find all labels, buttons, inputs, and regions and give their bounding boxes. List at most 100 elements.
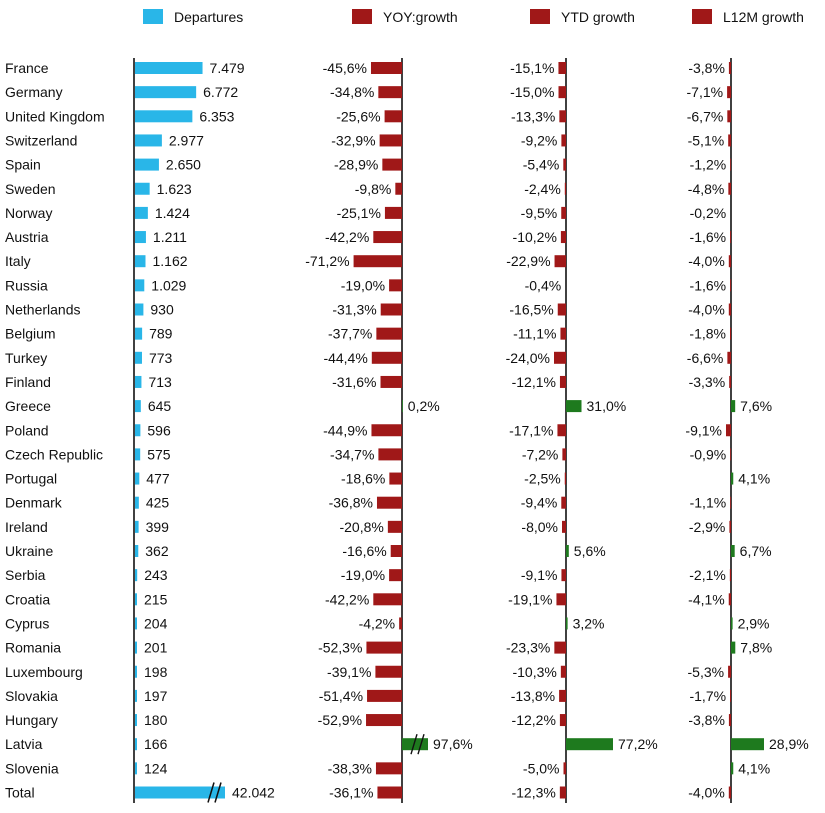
value-label-yoy-growth-norway: -25,1% bbox=[337, 205, 381, 221]
bar-l12m-growth-latvia bbox=[731, 738, 764, 751]
value-label-departures-poland: 596 bbox=[147, 422, 171, 438]
bar-l12m-growth-russia bbox=[730, 279, 731, 292]
bar-departures-switzerland bbox=[135, 134, 162, 147]
axis-break-yoy-growth-a bbox=[410, 733, 418, 755]
value-label-yoy-growth-poland: -44,9% bbox=[323, 422, 367, 438]
bar-yoy-growth-austria bbox=[373, 231, 402, 244]
bar-ytd-growth-germany bbox=[558, 86, 566, 99]
bar-ytd-growth-ukraine bbox=[566, 545, 569, 557]
value-label-l12m-growth-spain: -1,2% bbox=[690, 157, 727, 173]
axes bbox=[133, 58, 732, 803]
value-label-yoy-growth-finland: -31,6% bbox=[332, 374, 376, 390]
value-label-l12m-growth-latvia: 28,9% bbox=[769, 736, 809, 752]
bar-yoy-growth-czech-republic bbox=[378, 448, 402, 461]
value-label-ytd-growth-turkey: -24,0% bbox=[506, 350, 550, 366]
value-label-l12m-growth-serbia: -2,1% bbox=[689, 567, 726, 583]
value-label-yoy-growth-latvia: 97,6% bbox=[433, 736, 473, 752]
value-label-l12m-growth-belgium: -1,8% bbox=[689, 326, 726, 342]
value-label-yoy-growth-belgium: -37,7% bbox=[328, 326, 372, 342]
bar-l12m-growth-serbia bbox=[729, 569, 731, 582]
bar-yoy-growth-croatia bbox=[373, 593, 402, 606]
value-label-yoy-growth-denmark: -36,8% bbox=[329, 495, 373, 511]
value-label-departures-austria: 1.211 bbox=[153, 229, 187, 245]
bar-departures-austria bbox=[135, 231, 146, 244]
bar-l12m-growth-luxembourg bbox=[728, 665, 731, 678]
value-label-departures-france: 7.479 bbox=[210, 60, 245, 76]
value-label-ytd-growth-total: -12,3% bbox=[511, 785, 555, 801]
bar-l12m-growth-total bbox=[728, 786, 731, 799]
bar-yoy-growth-total bbox=[377, 786, 402, 799]
value-label-yoy-growth-italy: -71,2% bbox=[305, 253, 349, 269]
category-label-austria: Austria bbox=[5, 229, 49, 245]
bar-departures-croatia bbox=[135, 593, 137, 606]
value-label-l12m-growth-cyprus: 2,9% bbox=[738, 615, 770, 631]
bar-departures-united-kingdom bbox=[135, 110, 193, 123]
bar-yoy-growth-ireland bbox=[387, 520, 402, 533]
bar-departures-ukraine bbox=[135, 545, 139, 557]
legend: Departures YOY:growth YTD growth L12M growt… bbox=[143, 9, 804, 25]
bar-yoy-growth-netherlands bbox=[380, 303, 402, 316]
category-label-total: Total bbox=[5, 785, 35, 801]
value-label-yoy-growth-portugal: -18,6% bbox=[341, 471, 385, 487]
bar-yoy-growth-germany bbox=[378, 86, 402, 99]
value-label-yoy-growth-russia: -19,0% bbox=[341, 277, 385, 293]
bar-departures-norway bbox=[135, 206, 148, 219]
bar-yoy-growth-sweden bbox=[395, 182, 402, 195]
bar-departures-slovakia bbox=[135, 689, 137, 702]
category-label-cyprus: Cyprus bbox=[5, 615, 49, 631]
value-label-departures-norway: 1.424 bbox=[155, 205, 190, 221]
bar-yoy-growth-turkey bbox=[371, 351, 402, 364]
bar-ytd-growth-croatia bbox=[556, 593, 566, 606]
value-label-l12m-growth-ukraine: 6,7% bbox=[740, 543, 772, 559]
bar-l12m-growth-cyprus bbox=[731, 617, 733, 630]
bar-yoy-growth-united-kingdom bbox=[384, 110, 402, 123]
value-label-ytd-growth-netherlands: -16,5% bbox=[509, 302, 553, 318]
bar-departures-germany bbox=[135, 86, 197, 99]
bar-departures-latvia bbox=[135, 738, 137, 751]
bar-yoy-growth-spain bbox=[382, 158, 402, 171]
bar-ytd-growth-hungary bbox=[559, 714, 566, 727]
value-label-yoy-growth-ukraine: -16,6% bbox=[342, 543, 386, 559]
value-label-l12m-growth-denmark: -1,1% bbox=[690, 495, 727, 511]
bar-departures-romania bbox=[135, 641, 137, 654]
value-label-ytd-growth-switzerland: -9,2% bbox=[521, 132, 558, 148]
value-label-ytd-growth-romania: -23,3% bbox=[506, 640, 550, 656]
bar-ytd-growth-portugal bbox=[564, 472, 566, 485]
value-label-departures-switzerland: 2.977 bbox=[169, 132, 204, 148]
value-label-l12m-growth-germany: -7,1% bbox=[687, 84, 724, 100]
category-label-france: France bbox=[5, 60, 49, 76]
bar-l12m-growth-romania bbox=[731, 641, 736, 654]
category-label-denmark: Denmark bbox=[5, 495, 63, 511]
value-label-l12m-growth-united-kingdom: -6,7% bbox=[687, 108, 724, 124]
value-label-l12m-growth-slovakia: -1,7% bbox=[689, 688, 726, 704]
value-label-l12m-growth-france: -3,8% bbox=[688, 60, 725, 76]
category-label-czech-republic: Czech Republic bbox=[5, 446, 103, 462]
bar-departures-czech-republic bbox=[135, 448, 141, 461]
value-label-departures-ireland: 399 bbox=[146, 519, 170, 535]
bar-yoy-growth-slovenia bbox=[375, 762, 402, 775]
legend-label-ytd-growth: YTD growth bbox=[561, 9, 635, 25]
bar-l12m-growth-poland bbox=[725, 424, 731, 437]
value-label-ytd-growth-norway: -9,5% bbox=[521, 205, 558, 221]
value-label-departures-russia: 1.029 bbox=[151, 277, 186, 293]
bar-yoy-growth-finland bbox=[380, 375, 402, 388]
bar-departures-hungary bbox=[135, 714, 137, 727]
bar-departures-greece bbox=[135, 400, 141, 413]
value-label-ytd-growth-germany: -15,0% bbox=[510, 84, 554, 100]
bar-l12m-growth-ireland bbox=[729, 520, 731, 533]
value-label-l12m-growth-italy: -4,0% bbox=[688, 253, 725, 269]
value-label-yoy-growth-hungary: -52,9% bbox=[318, 712, 362, 728]
value-label-yoy-growth-croatia: -42,2% bbox=[325, 591, 369, 607]
bar-l12m-growth-czech-republic bbox=[730, 448, 731, 461]
bar-yoy-growth-norway bbox=[384, 206, 402, 219]
value-label-yoy-growth-serbia: -19,0% bbox=[341, 567, 385, 583]
bar-ytd-growth-latvia bbox=[566, 738, 613, 751]
bar-ytd-growth-slovakia bbox=[559, 689, 566, 702]
value-label-departures-czech-republic: 575 bbox=[147, 446, 171, 462]
value-label-departures-serbia: 243 bbox=[144, 567, 168, 583]
bar-ytd-growth-belgium bbox=[560, 327, 566, 340]
category-label-belgium: Belgium bbox=[5, 326, 56, 342]
value-label-yoy-growth-cyprus: -4,2% bbox=[359, 615, 396, 631]
bar-ytd-growth-romania bbox=[554, 641, 566, 654]
